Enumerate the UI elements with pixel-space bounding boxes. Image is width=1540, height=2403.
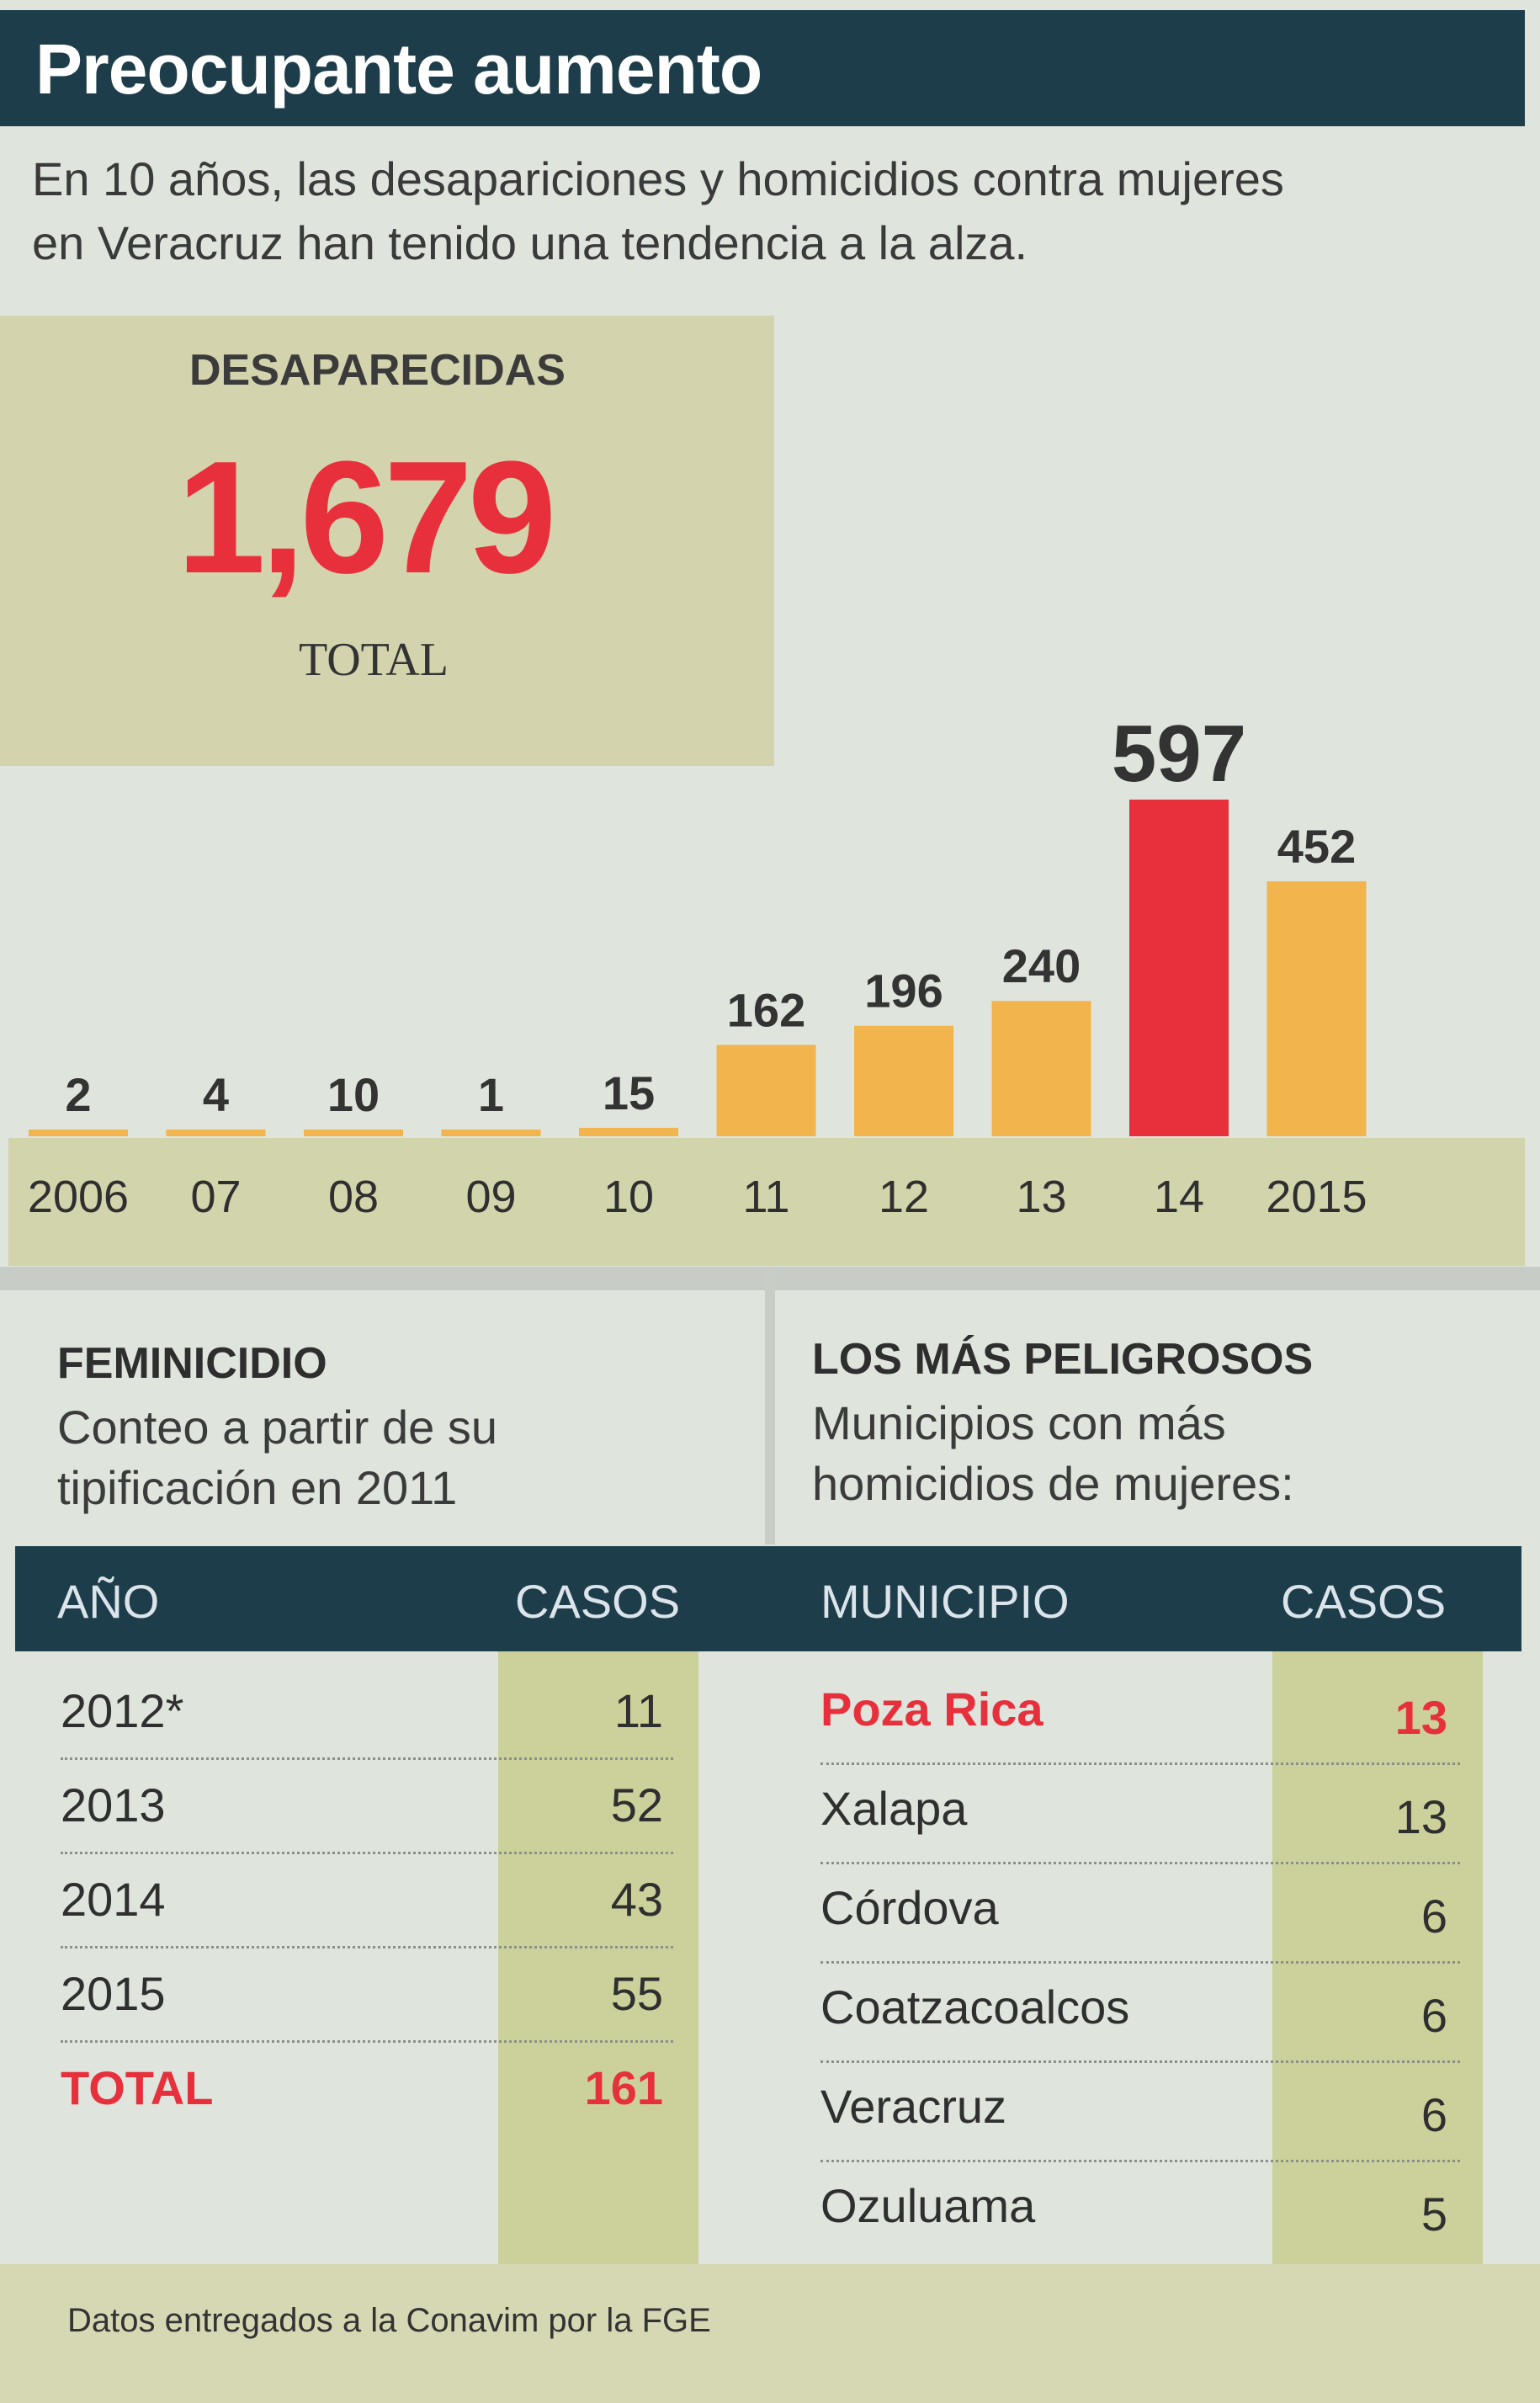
bar-2015 (1267, 881, 1367, 1136)
municipio-name: Xalapa (820, 1782, 968, 1835)
tick-label-07: 07 (190, 1172, 241, 1222)
municipio-name: Ozuluama (820, 2179, 1036, 2232)
feminicidio-year: 2012* (61, 1684, 184, 1737)
feminicidio-total-cases: 161 (584, 2061, 663, 2114)
tick-label-08: 08 (328, 1172, 379, 1222)
source-note: Datos entregados a la Conavim por la FGE (67, 2302, 711, 2339)
feminicidio-cases: 52 (610, 1778, 663, 1831)
tick-label-14: 14 (1154, 1172, 1204, 1222)
bar-08 (304, 1130, 403, 1136)
intro-line-1: En 10 años, las desapariciones y homicid… (32, 152, 1284, 205)
value-label-12: 196 (864, 965, 943, 1018)
bar-11 (716, 1045, 816, 1136)
feminicidio-year: 2014 (61, 1873, 166, 1926)
value-label-10: 15 (603, 1066, 655, 1119)
total-box (0, 316, 774, 766)
tick-label-2006: 2006 (28, 1172, 129, 1222)
feminicidio-subtitle-line-1: Conteo a partir de su (57, 1401, 497, 1454)
municipio-cases: 13 (1394, 1790, 1447, 1843)
peligrosos-subtitle-line-1: Municipios con más (812, 1396, 1226, 1449)
feminicidio-total-label: TOTAL (61, 2061, 214, 2114)
value-label-14: 597 (1112, 709, 1246, 799)
municipio-name: Córdova (820, 1881, 999, 1934)
peligrosos-cases-column (1272, 1651, 1483, 2350)
row-divider (61, 1757, 673, 1760)
total-value: 1,679 (177, 428, 556, 607)
header-bar: Preocupante aumento (0, 10, 1525, 126)
tick-label-11: 11 (742, 1172, 789, 1222)
total-unit: TOTAL (299, 634, 449, 686)
municipio-cases: 6 (1421, 1989, 1447, 2042)
row-divider (820, 1762, 1460, 1765)
feminicidio-subtitle: Conteo a partir de su tipificación en 20… (57, 1397, 497, 1518)
municipio-name: Poza Rica (820, 1683, 1043, 1736)
municipio-name: Veracruz (820, 2080, 1006, 2133)
value-label-2015: 452 (1277, 820, 1356, 873)
value-label-13: 240 (1002, 939, 1081, 992)
bar-10 (579, 1127, 678, 1136)
header-ano: AÑO (57, 1575, 160, 1628)
row-divider (820, 2160, 1460, 2162)
peligrosos-subtitle: Municipios con más homicidios de mujeres… (812, 1393, 1294, 1514)
row-divider (61, 1946, 673, 1948)
row-divider (61, 2040, 673, 2043)
total-label: DESAPARECIDAS (189, 346, 566, 395)
row-divider (820, 2060, 1460, 2063)
tick-label-2015: 2015 (1266, 1172, 1367, 1222)
value-label-08: 10 (327, 1068, 380, 1121)
value-label-07: 4 (203, 1068, 229, 1121)
bar-07 (166, 1130, 266, 1136)
feminicidio-cases: 55 (610, 1967, 663, 2020)
feminicidio-cases-column (498, 1651, 698, 2270)
row-divider (820, 1862, 1460, 1864)
header-municipio: MUNICIPIO (820, 1575, 1070, 1628)
value-label-11: 162 (727, 983, 805, 1036)
intro-text: En 10 años, las desapariciones y homicid… (32, 147, 1378, 275)
municipio-cases: 6 (1421, 2088, 1447, 2141)
tick-label-12: 12 (879, 1172, 929, 1222)
bar-chart: 2 2006 4 07 10 08 1 09 15 10 162 11 196 12 240 13 597 14 4… (28, 709, 1367, 1222)
header-casos-feminicidio: CASOS (515, 1575, 681, 1628)
page-title: Preocupante aumento (35, 29, 762, 109)
feminicidio-year: 2013 (61, 1778, 166, 1831)
row-divider (820, 1961, 1460, 1964)
value-label-2006: 2 (65, 1068, 91, 1121)
bar-12 (854, 1025, 953, 1136)
feminicidio-subtitle-line-2: tipificación en 2011 (57, 1461, 458, 1514)
row-divider (61, 1852, 673, 1854)
feminicidio-year: 2015 (61, 1967, 166, 2020)
tick-label-10: 10 (603, 1172, 654, 1222)
municipio-name: Coatzacoalcos (820, 1980, 1130, 2034)
intro-line-2: en Veracruz han tenido una tendencia a l… (32, 216, 1028, 269)
value-label-09: 1 (478, 1068, 504, 1121)
peligrosos-title: LOS MÁS PELIGROSOS (812, 1335, 1314, 1384)
municipio-cases: 6 (1421, 1890, 1447, 1943)
peligrosos-subtitle-line-2: homicidios de mujeres: (812, 1457, 1294, 1510)
bar-09 (441, 1130, 541, 1136)
header-casos-municipios: CASOS (1281, 1575, 1447, 1628)
bar-13 (991, 1001, 1091, 1136)
bar-14 (1129, 800, 1229, 1136)
bar-2006 (29, 1130, 128, 1136)
feminicidio-cases: 11 (613, 1684, 663, 1737)
table-header-bar (15, 1546, 1521, 1651)
municipio-cases: 5 (1421, 2188, 1447, 2241)
feminicidio-cases: 43 (610, 1873, 663, 1926)
municipio-cases: 13 (1394, 1691, 1447, 1744)
tick-label-13: 13 (1016, 1172, 1066, 1222)
footer-band (0, 2264, 1540, 2403)
tick-label-09: 09 (465, 1172, 516, 1222)
axis-strip (8, 1138, 1525, 1266)
column-divider (765, 1267, 775, 1544)
feminicidio-title: FEMINICIDIO (57, 1339, 327, 1388)
